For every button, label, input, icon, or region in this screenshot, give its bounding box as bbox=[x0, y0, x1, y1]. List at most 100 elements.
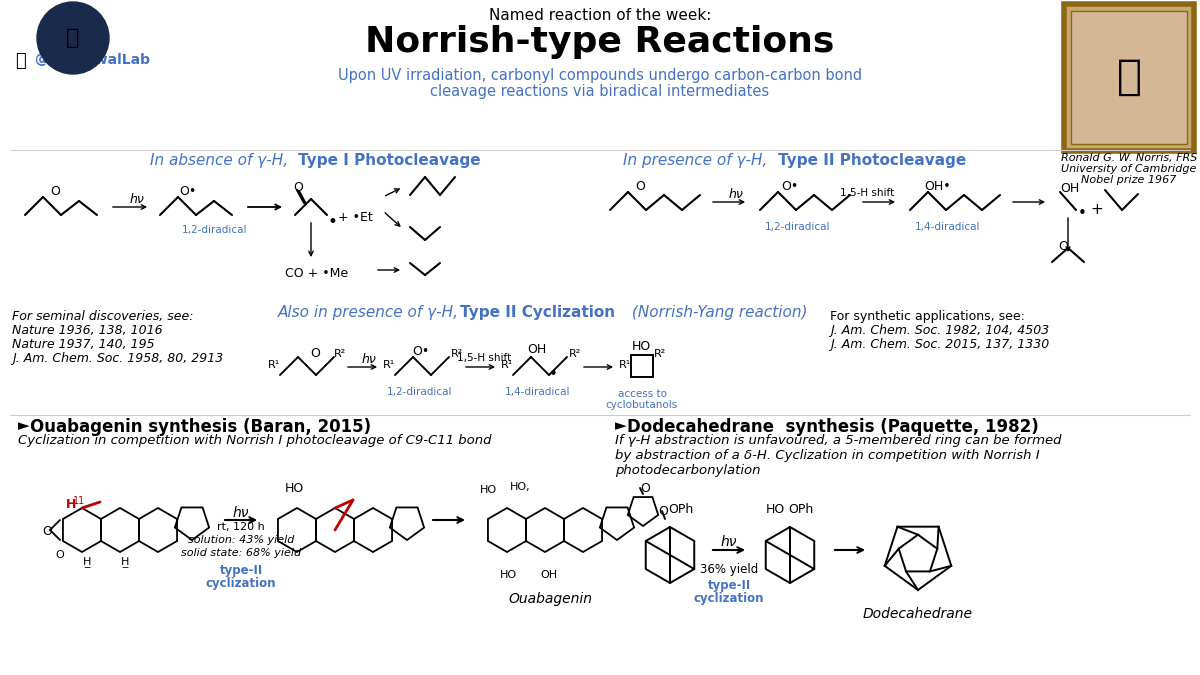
Text: Nobel prize 1967: Nobel prize 1967 bbox=[1081, 175, 1177, 185]
Text: H̲: H̲ bbox=[121, 556, 130, 567]
Text: Cyclization in competition with Norrish I photocleavage of C9-C11 bond: Cyclization in competition with Norrish … bbox=[18, 434, 492, 447]
Text: O: O bbox=[658, 505, 668, 518]
Text: ►: ► bbox=[616, 418, 632, 433]
Text: HO: HO bbox=[480, 485, 497, 495]
Text: solid state: 68% yield: solid state: 68% yield bbox=[181, 548, 301, 558]
Text: R¹: R¹ bbox=[268, 360, 281, 370]
Text: O•: O• bbox=[413, 345, 430, 358]
Text: HO: HO bbox=[631, 340, 650, 353]
Text: Upon UV irradiation, carbonyl compounds undergo carbon-carbon bond: Upon UV irradiation, carbonyl compounds … bbox=[338, 68, 862, 83]
Text: Named reaction of the week:: Named reaction of the week: bbox=[488, 8, 712, 23]
Text: hν: hν bbox=[730, 188, 744, 201]
Text: Type I Photocleavage: Type I Photocleavage bbox=[298, 153, 481, 168]
Text: O: O bbox=[1058, 240, 1068, 253]
Text: rt, 120 h: rt, 120 h bbox=[217, 522, 265, 532]
Text: R¹: R¹ bbox=[502, 360, 514, 370]
Text: HO,: HO, bbox=[510, 482, 530, 492]
Text: 1,2-diradical: 1,2-diradical bbox=[388, 387, 452, 397]
Text: O: O bbox=[640, 482, 650, 495]
Circle shape bbox=[37, 2, 109, 74]
Text: 1,5-H shift: 1,5-H shift bbox=[457, 353, 511, 363]
Text: For synthetic applications, see:: For synthetic applications, see: bbox=[830, 310, 1025, 323]
Text: HO: HO bbox=[500, 570, 517, 580]
Text: O: O bbox=[293, 181, 302, 194]
Text: OPh: OPh bbox=[668, 503, 694, 516]
Text: type-II: type-II bbox=[220, 564, 263, 577]
Text: If γ-H abstraction is unfavoured, a 5-membered ring can be formed: If γ-H abstraction is unfavoured, a 5-me… bbox=[616, 434, 1062, 447]
Text: O: O bbox=[42, 525, 52, 538]
Text: For seminal discoveries, see:: For seminal discoveries, see: bbox=[12, 310, 193, 323]
Text: 1,4-diradical: 1,4-diradical bbox=[916, 222, 980, 232]
Text: 🔬: 🔬 bbox=[66, 28, 79, 48]
Text: Ronald G. W. Norris, FRS: Ronald G. W. Norris, FRS bbox=[1061, 153, 1198, 163]
Text: (Norrish-Yang reaction): (Norrish-Yang reaction) bbox=[628, 305, 808, 320]
Text: J. Am. Chem. Soc. 2015, 137, 1330: J. Am. Chem. Soc. 2015, 137, 1330 bbox=[830, 338, 1049, 351]
Text: OH: OH bbox=[1060, 182, 1079, 195]
Text: J. Am. Chem. Soc. 1982, 104, 4503: J. Am. Chem. Soc. 1982, 104, 4503 bbox=[830, 324, 1049, 337]
Text: Nature 1937, 140, 195: Nature 1937, 140, 195 bbox=[12, 338, 155, 351]
Text: Dodecahedrane  synthesis (Paquette, 1982): Dodecahedrane synthesis (Paquette, 1982) bbox=[628, 418, 1039, 436]
Text: University of Cambridge: University of Cambridge bbox=[1061, 164, 1196, 174]
Text: hν: hν bbox=[130, 193, 145, 206]
Text: HO: HO bbox=[766, 503, 785, 516]
Text: O•: O• bbox=[781, 180, 799, 193]
Text: O•: O• bbox=[179, 185, 197, 198]
Text: hν: hν bbox=[362, 353, 377, 366]
Text: 1,5-H shift: 1,5-H shift bbox=[840, 188, 894, 198]
Text: Also in presence of γ-H,: Also in presence of γ-H, bbox=[278, 305, 464, 320]
Text: In absence of γ-H,: In absence of γ-H, bbox=[150, 153, 293, 168]
Text: 👴: 👴 bbox=[1116, 56, 1141, 98]
Text: 1,4-diradical: 1,4-diradical bbox=[505, 387, 571, 397]
Text: Ouabagenin synthesis (Baran, 2015): Ouabagenin synthesis (Baran, 2015) bbox=[30, 418, 371, 436]
Text: OH•: OH• bbox=[925, 180, 952, 193]
Text: cyclization: cyclization bbox=[694, 592, 764, 605]
Text: cyclization: cyclization bbox=[205, 577, 276, 590]
Text: hν: hν bbox=[233, 506, 250, 520]
Text: Ouabagenin: Ouabagenin bbox=[508, 592, 592, 606]
Text: HO: HO bbox=[286, 482, 305, 495]
Text: R²: R² bbox=[334, 349, 347, 359]
Text: Dodecahedrane: Dodecahedrane bbox=[863, 607, 973, 621]
Text: access to: access to bbox=[618, 389, 666, 399]
Text: hν: hν bbox=[721, 535, 737, 549]
Text: R¹: R¹ bbox=[383, 360, 395, 370]
Text: •: • bbox=[550, 367, 558, 382]
FancyBboxPatch shape bbox=[1072, 11, 1187, 144]
Text: + •Et: + •Et bbox=[338, 211, 373, 224]
Text: cyclobutanols: cyclobutanols bbox=[606, 400, 678, 410]
Text: cleavage reactions via biradical intermediates: cleavage reactions via biradical interme… bbox=[431, 84, 769, 99]
Text: 1,2-diradical: 1,2-diradical bbox=[182, 225, 247, 235]
Text: 1,2-diradical: 1,2-diradical bbox=[766, 222, 830, 232]
Text: ►: ► bbox=[18, 418, 35, 433]
Text: Nature 1936, 138, 1016: Nature 1936, 138, 1016 bbox=[12, 324, 163, 337]
Text: OH: OH bbox=[540, 570, 557, 580]
Text: Type II Cyclization: Type II Cyclization bbox=[460, 305, 616, 320]
Text: OH: OH bbox=[527, 343, 547, 356]
Text: O: O bbox=[635, 180, 644, 193]
Text: •: • bbox=[1078, 206, 1087, 221]
Text: CO + •Me: CO + •Me bbox=[286, 267, 348, 280]
Text: @AggarwalLab: @AggarwalLab bbox=[34, 53, 150, 67]
Text: solution: 43% yield: solution: 43% yield bbox=[188, 535, 294, 545]
Text: OPh: OPh bbox=[788, 503, 814, 516]
Text: H: H bbox=[66, 498, 77, 511]
Text: R²: R² bbox=[654, 349, 666, 359]
Text: Type II Photocleavage: Type II Photocleavage bbox=[778, 153, 966, 168]
Text: type-II: type-II bbox=[707, 579, 751, 592]
Text: Norrish-type Reactions: Norrish-type Reactions bbox=[365, 25, 835, 59]
Text: +: + bbox=[1090, 202, 1103, 217]
FancyBboxPatch shape bbox=[1064, 4, 1194, 151]
Text: by abstraction of a δ-H. Cyclization in competition with Norrish I: by abstraction of a δ-H. Cyclization in … bbox=[616, 449, 1039, 462]
Text: 36% yield: 36% yield bbox=[700, 563, 758, 576]
Text: 11: 11 bbox=[73, 496, 85, 506]
Text: •: • bbox=[328, 213, 338, 231]
Text: In presence of γ-H,: In presence of γ-H, bbox=[623, 153, 773, 168]
Text: R²: R² bbox=[451, 349, 463, 359]
Text: R¹: R¹ bbox=[619, 360, 631, 370]
Text: O: O bbox=[310, 347, 320, 360]
Text: H̲: H̲ bbox=[83, 556, 91, 567]
Text: O: O bbox=[50, 185, 60, 198]
Text: photodecarbonylation: photodecarbonylation bbox=[616, 464, 761, 477]
Text: R²: R² bbox=[569, 349, 581, 359]
Text: J. Am. Chem. Soc. 1958, 80, 2913: J. Am. Chem. Soc. 1958, 80, 2913 bbox=[12, 352, 223, 365]
